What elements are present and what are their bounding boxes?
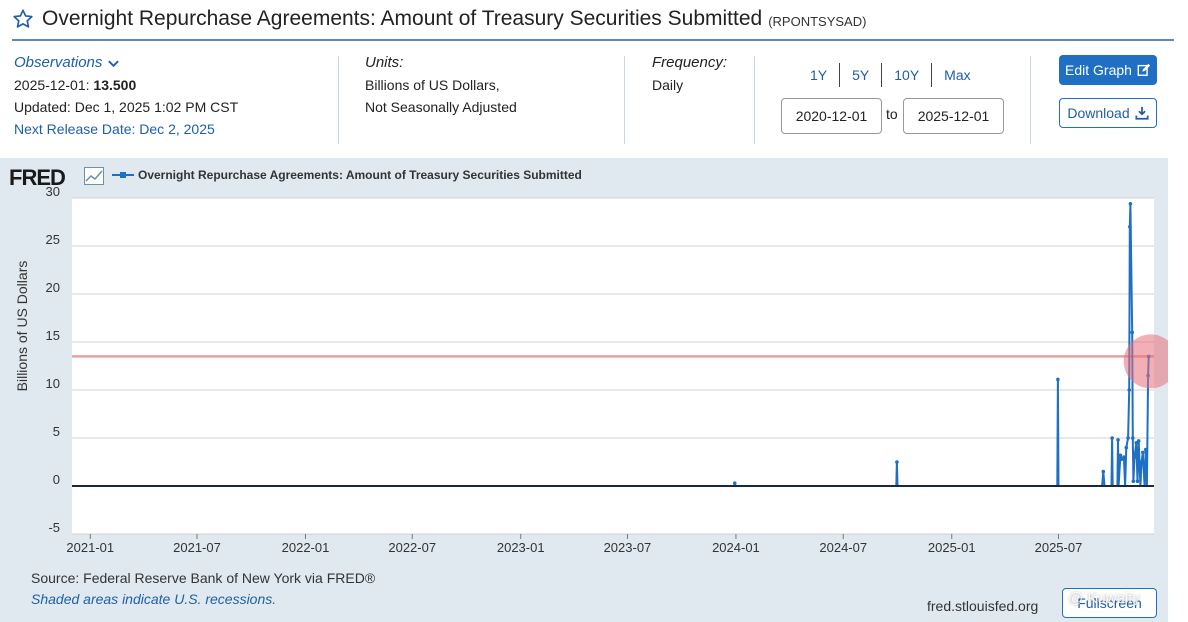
edit-graph-button[interactable]: Edit Graph	[1059, 55, 1157, 85]
edit-icon	[1137, 63, 1151, 76]
page-title: Overnight Repurchase Agreements: Amount …	[42, 7, 763, 30]
range-5y-link[interactable]: 5Y	[852, 67, 870, 83]
range-1y-link[interactable]: 1Y	[810, 67, 828, 83]
source-text: Source: Federal Reserve Bank of New York…	[31, 570, 376, 586]
x-tick-label: 2025-01	[928, 540, 976, 555]
data-point	[1128, 201, 1133, 206]
x-tick-label: 2021-01	[66, 540, 114, 555]
chart-panel: 30 25 20 15 10 5 0 -5 2021-01 2021-07 2022-01 2022-…	[0, 158, 1168, 622]
y-tick-label: 30	[46, 184, 60, 199]
legend-swatch	[112, 172, 134, 178]
x-tick-label: 2021-07	[173, 540, 221, 555]
x-tick-label: 2024-07	[819, 540, 867, 555]
divider	[624, 56, 625, 144]
to-label: to	[886, 106, 898, 122]
x-tick-label: 2022-07	[388, 540, 436, 555]
data-point	[1131, 479, 1136, 484]
y-tick-label: -5	[48, 520, 60, 535]
observations-panel: Observations 2025-12-01: 13.500 Updated:…	[14, 52, 238, 140]
title-divider	[12, 39, 1174, 41]
y-axis-label: Billions of US Dollars	[14, 260, 30, 392]
units-line-1: Billions of US Dollars,	[365, 77, 500, 93]
frequency-heading: Frequency:	[652, 54, 728, 71]
data-point	[1056, 377, 1060, 382]
end-date-input[interactable]: 2025-12-01	[903, 98, 1004, 134]
data-point	[1124, 445, 1129, 450]
data-point	[1143, 447, 1148, 452]
range-separator	[931, 63, 933, 87]
data-point	[1126, 436, 1130, 440]
y-tick-label: 20	[46, 280, 60, 295]
data-point	[732, 481, 737, 485]
range-separator	[839, 63, 841, 87]
x-tick-label: 2022-01	[282, 540, 330, 555]
download-button[interactable]: Download	[1059, 98, 1157, 128]
x-tick-label: 2023-01	[497, 540, 545, 555]
data-point	[1110, 436, 1114, 440]
x-tick-label: 2025-07	[1035, 540, 1083, 555]
units-heading: Units:	[365, 54, 404, 71]
star-icon[interactable]	[12, 8, 34, 30]
data-point	[1122, 455, 1126, 460]
observations-label: Observations	[14, 54, 103, 71]
series-id: (RPONTSYSAD)	[768, 13, 867, 29]
y-tick-label: 15	[46, 328, 60, 343]
range-links: 1Y 5Y 10Y Max	[798, 63, 983, 87]
watermark: @ Kuwaity	[1068, 590, 1140, 607]
data-point	[1128, 225, 1132, 229]
latest-observation: 2025-12-01: 13.500	[14, 74, 238, 96]
latest-date: 2025-12-01:	[14, 77, 90, 93]
data-point	[1130, 436, 1135, 440]
data-point	[1139, 460, 1144, 464]
recession-note: Shaded areas indicate U.S. recessions.	[31, 591, 277, 607]
data-point	[1127, 388, 1132, 392]
divider	[754, 56, 755, 144]
data-point	[1101, 469, 1106, 474]
data-point	[1140, 450, 1145, 455]
start-date-input[interactable]: 2020-12-01	[781, 98, 882, 134]
title-row: Overnight Repurchase Agreements: Amount …	[12, 4, 866, 34]
updated-text: Updated: Dec 1, 2025 1:02 PM CST	[14, 99, 239, 115]
latest-value: 13.500	[93, 77, 137, 93]
range-max-link[interactable]: Max	[944, 67, 971, 83]
range-10y-link[interactable]: 10Y	[894, 67, 920, 83]
x-tick-label: 2024-01	[712, 540, 760, 555]
units-panel: Units: Billions of US Dollars, Not Seaso…	[365, 52, 517, 118]
y-tick-label: 0	[53, 472, 60, 487]
data-point	[1135, 479, 1140, 484]
legend-label: Overnight Repurchase Agreements: Amount …	[138, 168, 582, 182]
divider	[1030, 56, 1031, 144]
edit-graph-label: Edit Graph	[1065, 62, 1132, 78]
graph-logo-icon	[84, 167, 104, 185]
plot-area	[72, 198, 1154, 534]
data-point	[1130, 330, 1134, 335]
y-tick-label: 10	[46, 376, 60, 391]
data-point	[895, 460, 899, 464]
observations-toggle[interactable]: Observations	[14, 52, 238, 74]
frequency-panel: Frequency: Daily	[652, 52, 727, 96]
data-point	[1116, 438, 1120, 442]
next-release-link[interactable]: Next Release Date: Dec 2, 2025	[14, 121, 215, 137]
fullscreen-button[interactable]: Fullscreen	[1062, 588, 1157, 618]
frequency-value: Daily	[652, 77, 684, 93]
download-label: Download	[1067, 105, 1130, 121]
legend: Overnight Repurchase Agreements: Amount …	[112, 168, 582, 182]
y-tick-label: 5	[53, 424, 60, 439]
data-point	[1132, 455, 1137, 460]
units-line-2: Not Seasonally Adjusted	[365, 99, 517, 115]
fullscreen-label: Fullscreen	[1077, 595, 1142, 611]
highlight-marker	[1123, 334, 1168, 389]
divider	[338, 56, 339, 144]
download-icon	[1135, 106, 1149, 120]
data-point	[1118, 453, 1123, 458]
chevron-down-icon	[108, 60, 120, 67]
fred-url[interactable]: fred.stlouisfed.org	[927, 598, 1039, 614]
y-tick-label: 25	[46, 232, 60, 247]
range-separator	[881, 63, 883, 87]
data-point	[1136, 439, 1141, 443]
chart[interactable]: 30 25 20 15 10 5 0 -5 2021-01 2021-07 2022-01 2022-…	[0, 158, 1168, 622]
fred-logo: FRED	[9, 165, 66, 190]
x-tick-label: 2023-07	[604, 540, 652, 555]
